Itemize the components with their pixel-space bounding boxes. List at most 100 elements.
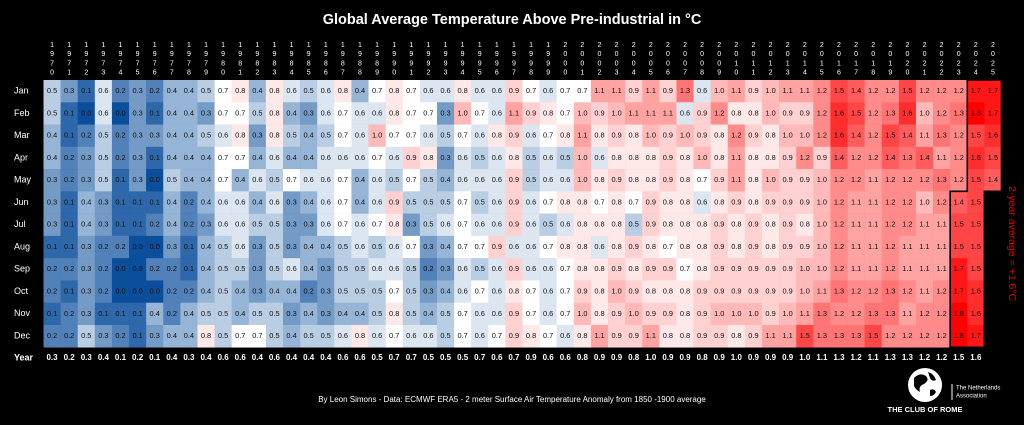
heat-cell [676, 169, 694, 192]
cell-value-label: 0.9 [697, 108, 707, 117]
year-cell [317, 348, 335, 368]
heat-cell [146, 169, 164, 192]
heat-cell [642, 302, 660, 326]
x-tick-label: 2019 [887, 42, 894, 79]
cell-value-label: 0.4 [167, 108, 177, 117]
heat-cell [436, 235, 455, 259]
heat-cell [60, 169, 79, 192]
cell-value-label: 1.1 [594, 331, 604, 340]
heat-cell [779, 124, 797, 148]
cell-value-label: 0.5 [406, 197, 416, 206]
cell-value-label: 1.1 [800, 309, 810, 318]
heat-cell [351, 258, 369, 281]
cell-value-label: 1.2 [954, 153, 964, 162]
cell-value-label: 0.7 [235, 331, 245, 340]
cell-value-label: 0.6 [235, 197, 245, 206]
cell-value-label: 0.7 [560, 309, 570, 318]
heat-cell [129, 146, 147, 170]
cell-value-label: 0.2 [115, 86, 125, 95]
year-value-label: 0.2 [132, 353, 144, 362]
year-value-label: 0.9 [765, 353, 777, 362]
heat-cell [950, 124, 968, 148]
cell-value-label: 0.6 [697, 197, 707, 206]
heat-cell [625, 146, 643, 170]
heat-cell [813, 258, 831, 281]
logo-globe [908, 368, 942, 402]
year-cell [129, 348, 147, 368]
heat-cell [505, 191, 523, 214]
heat-cell [779, 102, 797, 125]
heat-cell [471, 324, 489, 348]
heat-cell [283, 213, 301, 237]
heat-cell [94, 302, 113, 326]
heat-cell [94, 258, 113, 281]
year-value-label: 0.9 [662, 353, 674, 362]
cell-value-label: 0.5 [218, 331, 228, 340]
heat-cell [300, 102, 318, 125]
cell-value-label: 0.9 [817, 153, 827, 162]
cell-value-label: 0.9 [577, 287, 587, 296]
x-tick-label: 2025 [989, 42, 996, 79]
cell-value-label: 1.3 [834, 331, 844, 340]
cell-value-label: 0.4 [150, 309, 160, 318]
cell-value-label: 1.1 [851, 264, 861, 273]
heat-cell [402, 258, 421, 281]
cell-value-label: 1.4 [834, 153, 844, 162]
heat-cell [590, 235, 609, 259]
heat-cell [779, 80, 797, 103]
cell-value-label: 1.1 [936, 242, 946, 251]
cell-value-label: 1.1 [731, 153, 741, 162]
cell-value-label: 0.8 [492, 131, 502, 140]
year-value-label: 0.6 [543, 353, 555, 362]
heat-cell [642, 324, 660, 348]
heat-cell [300, 258, 318, 281]
heat-cell [214, 213, 232, 237]
heat-cell [864, 124, 883, 148]
cell-value-label: 0.9 [714, 175, 724, 184]
cell-value-label: 0.6 [218, 220, 228, 229]
heat-cell [813, 235, 831, 259]
cell-value-label: 0.4 [252, 86, 262, 95]
heat-cell [454, 302, 472, 326]
cell-value-label: 1.2 [885, 175, 895, 184]
cell-value-label: 0.9 [765, 197, 775, 206]
year-cell [368, 348, 386, 368]
heat-cell [214, 146, 232, 170]
cell-value-label: 1.4 [988, 175, 998, 184]
heat-cell [556, 124, 575, 148]
heat-cell [111, 124, 130, 148]
heat-cell [231, 258, 250, 281]
row-label: Nov [14, 308, 31, 318]
heat-cell [950, 80, 968, 103]
heat-cell [847, 280, 865, 303]
heat-cell [111, 80, 130, 103]
cell-value-label: 0.8 [543, 108, 553, 117]
heat-cell [522, 324, 540, 348]
heat-cell [539, 213, 558, 237]
row-label: Jan [14, 86, 29, 96]
heat-cell [94, 235, 113, 259]
cell-value-label: 0.3 [440, 264, 450, 273]
cell-value-label: 0.4 [286, 153, 296, 162]
heat-cell [779, 235, 797, 259]
x-tick-label: 2003 [613, 42, 620, 79]
heat-cell [129, 302, 147, 326]
x-tick-label: 2017 [853, 42, 860, 79]
year-value-label: 0.8 [628, 353, 640, 362]
x-tick-label: 1987 [339, 42, 346, 79]
cell-value-label: 1.2 [936, 86, 946, 95]
cell-value-label: 0.1 [115, 175, 125, 184]
cell-value-label: 1.5 [971, 131, 981, 140]
heat-cell [727, 280, 746, 303]
cell-value-label: 0.6 [526, 220, 536, 229]
cell-value-label: 0.3 [321, 309, 331, 318]
cell-value-label: 1.5 [971, 197, 981, 206]
heat-cell [94, 280, 113, 303]
cell-value-label: 0.5 [475, 153, 485, 162]
heat-cell [368, 169, 386, 192]
year-cell [111, 348, 130, 368]
heat-cell [471, 302, 489, 326]
cell-value-label: 1.1 [800, 86, 810, 95]
cell-value-label: 1.6 [971, 287, 981, 296]
cell-value-label: 0.9 [783, 108, 793, 117]
